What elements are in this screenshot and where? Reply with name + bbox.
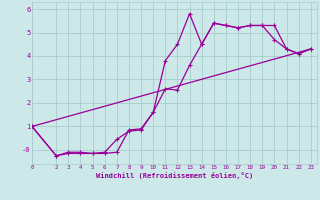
X-axis label: Windchill (Refroidissement éolien,°C): Windchill (Refroidissement éolien,°C) [96, 172, 253, 179]
